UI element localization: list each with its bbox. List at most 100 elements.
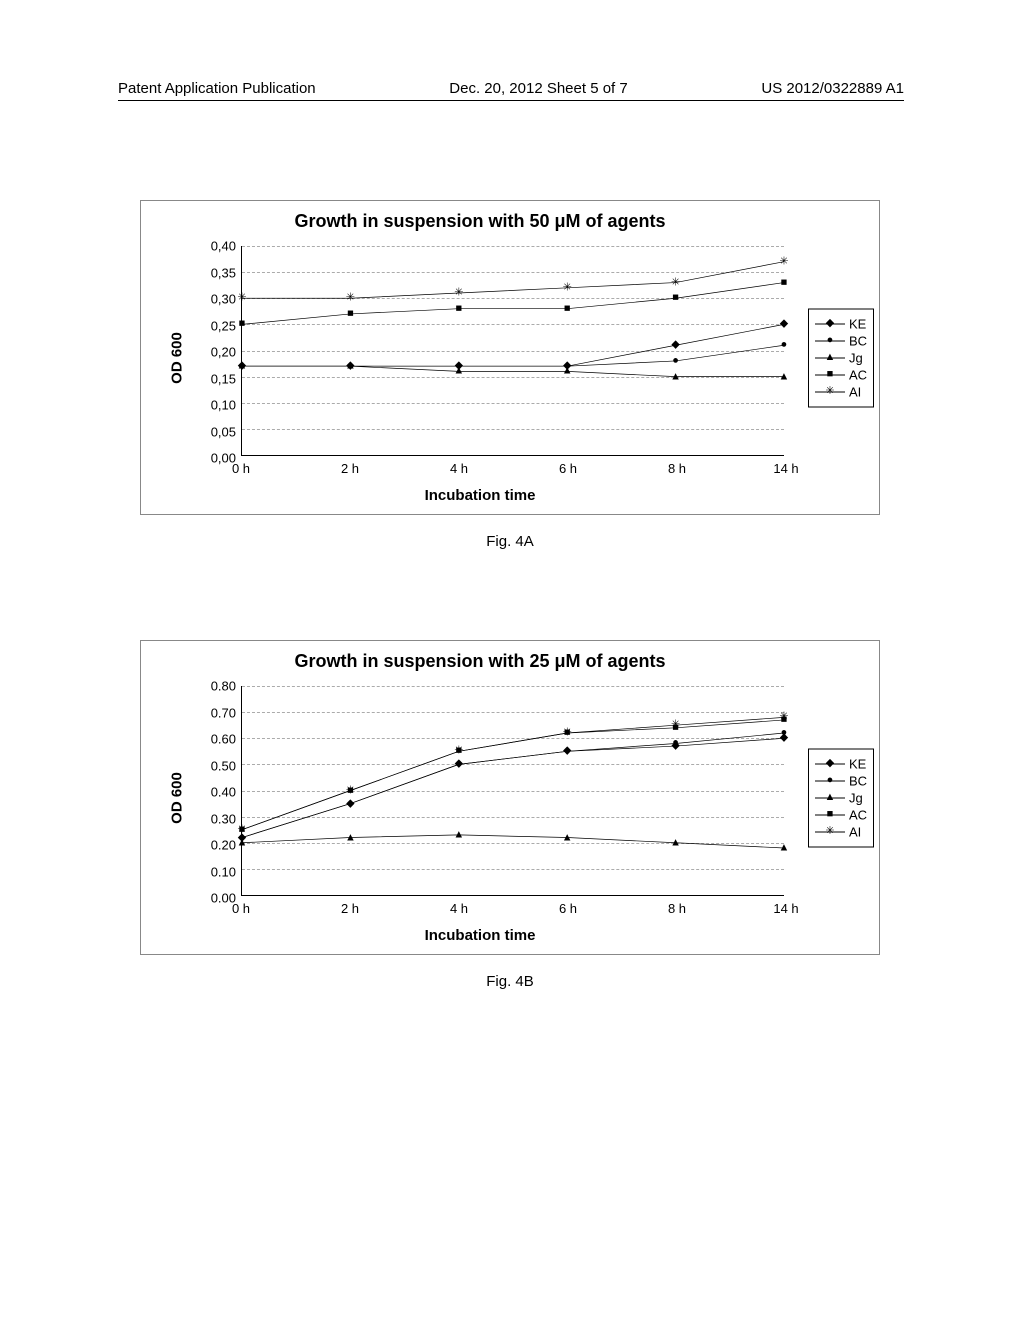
y-tick-label: 0.80 xyxy=(196,679,236,694)
series-marker-AI: ✳ xyxy=(779,256,788,267)
x-tick-label: 0 h xyxy=(221,901,261,916)
series-marker-AI: ✳ xyxy=(563,728,572,739)
legend-label: KE xyxy=(849,316,866,331)
y-tick-label: 0,10 xyxy=(196,398,236,413)
series-marker-Jg: ▲ xyxy=(670,837,681,848)
y-axis-label: OD 600 xyxy=(168,332,185,384)
series-marker-BC: ● xyxy=(455,759,462,770)
series-svg xyxy=(242,686,784,895)
x-tick-label: 6 h xyxy=(548,901,588,916)
series-marker-Jg: ▲ xyxy=(237,361,248,372)
y-axis-label: OD 600 xyxy=(168,772,185,824)
y-tick-label: 0,20 xyxy=(196,345,236,360)
series-line-Jg xyxy=(242,366,784,376)
series-marker-BC: ● xyxy=(672,738,679,749)
series-marker-KE: ◆ xyxy=(671,340,679,351)
legend-item-Jg: ▲Jg xyxy=(815,350,867,365)
legend-label: AI xyxy=(849,384,861,399)
x-tick-label: 2 h xyxy=(330,461,370,476)
legend-item-Jg: ▲ Jg xyxy=(815,790,867,805)
plot-area: ◆◆◆◆◆◆●●●●●●▲▲▲▲▲▲■■■■■■✳✳✳✳✳✳ xyxy=(241,246,784,456)
legend-label: KE xyxy=(849,756,866,771)
series-line-AI xyxy=(242,262,784,299)
x-tick-label: 2 h xyxy=(330,901,370,916)
legend-item-KE: ◆ KE xyxy=(815,756,867,771)
series-marker-Jg: ▲ xyxy=(345,832,356,843)
series-marker-AI: ✳ xyxy=(454,746,463,757)
legend-item-AC: ■AC xyxy=(815,807,867,822)
legend-marker-KE: ◆ xyxy=(815,318,845,330)
series-marker-Jg: ▲ xyxy=(779,371,790,382)
legend-marker-BC: ● xyxy=(815,775,845,787)
y-tick-label: 0,40 xyxy=(196,239,236,254)
series-marker-AI: ✳ xyxy=(346,785,355,796)
figure-4a-block: Growth in suspension with 50 μM of agent… xyxy=(140,200,880,550)
series-marker-Jg: ▲ xyxy=(670,371,681,382)
series-marker-Jg: ▲ xyxy=(237,837,248,848)
figure-4b-frame: Growth in suspension with 25 μM of agent… xyxy=(140,640,880,955)
x-axis-label: Incubation time xyxy=(141,487,819,504)
y-tick-label: 0.10 xyxy=(196,864,236,879)
series-marker-AI: ✳ xyxy=(779,712,788,723)
series-marker-Jg: ▲ xyxy=(562,366,573,377)
legend-label: Jg xyxy=(849,790,863,805)
legend-marker-KE: ◆ xyxy=(815,758,845,770)
legend-item-AC: ■ AC xyxy=(815,367,867,382)
x-tick-label: 4 h xyxy=(439,901,479,916)
page-header: Patent Application Publication Dec. 20, … xyxy=(118,80,904,97)
series-marker-AC: ■ xyxy=(239,319,246,330)
x-tick-label: 8 h xyxy=(657,461,697,476)
series-marker-BC: ● xyxy=(781,728,788,739)
x-tick-label: 6 h xyxy=(548,461,588,476)
series-marker-AI: ✳ xyxy=(237,293,246,304)
series-marker-AI: ✳ xyxy=(346,293,355,304)
series-line-AC xyxy=(242,720,784,830)
x-tick-label: 14 h xyxy=(766,901,806,916)
legend-label: AI xyxy=(849,824,861,839)
series-marker-Jg: ▲ xyxy=(779,842,790,853)
series-marker-AI: ✳ xyxy=(454,288,463,299)
legend-marker-Jg: ▲ xyxy=(815,792,845,804)
figure-4b-block: Growth in suspension with 25 μM of agent… xyxy=(140,640,880,990)
series-marker-BC: ● xyxy=(781,340,788,351)
figure-4a-frame: Growth in suspension with 50 μM of agent… xyxy=(140,200,880,515)
y-tick-label: 0,35 xyxy=(196,265,236,280)
legend-label: AC xyxy=(849,367,867,382)
legend-marker-AC: ■ xyxy=(815,369,845,381)
series-marker-Jg: ▲ xyxy=(562,832,573,843)
series-marker-AC: ■ xyxy=(672,293,679,304)
x-axis-label: Incubation time xyxy=(141,927,819,944)
header-rule xyxy=(118,100,904,101)
series-svg xyxy=(242,246,784,455)
series-line-AC xyxy=(242,283,784,325)
series-marker-BC: ● xyxy=(672,355,679,366)
legend-label: BC xyxy=(849,333,867,348)
series-marker-AC: ■ xyxy=(347,308,354,319)
legend-marker-BC: ● xyxy=(815,335,845,347)
legend-label: Jg xyxy=(849,350,863,365)
legend-item-BC: ● BC xyxy=(815,333,867,348)
series-marker-BC: ● xyxy=(564,746,571,757)
header-center: Dec. 20, 2012 Sheet 5 of 7 xyxy=(449,80,627,97)
series-line-AI xyxy=(242,717,784,829)
series-marker-AI: ✳ xyxy=(237,824,246,835)
legend-item-BC: ● BC xyxy=(815,773,867,788)
series-marker-AC: ■ xyxy=(564,303,571,314)
y-tick-label: 0.30 xyxy=(196,811,236,826)
y-tick-label: 0.40 xyxy=(196,785,236,800)
series-line-Jg xyxy=(242,835,784,848)
legend-item-AI: ✳ AI xyxy=(815,384,867,399)
series-marker-AI: ✳ xyxy=(671,277,680,288)
series-marker-Jg: ▲ xyxy=(453,366,464,377)
series-marker-Jg: ▲ xyxy=(453,829,464,840)
x-tick-label: 8 h xyxy=(657,901,697,916)
chart-title: Growth in suspension with 50 μM of agent… xyxy=(141,211,819,232)
y-tick-label: 0.50 xyxy=(196,758,236,773)
figure-caption: Fig. 4A xyxy=(140,533,880,550)
series-marker-BC: ● xyxy=(347,798,354,809)
series-marker-AI: ✳ xyxy=(563,282,572,293)
legend-marker-AI: ✳ xyxy=(815,386,845,398)
y-tick-label: 0.70 xyxy=(196,705,236,720)
legend-label: BC xyxy=(849,773,867,788)
series-line-KE xyxy=(242,738,784,837)
